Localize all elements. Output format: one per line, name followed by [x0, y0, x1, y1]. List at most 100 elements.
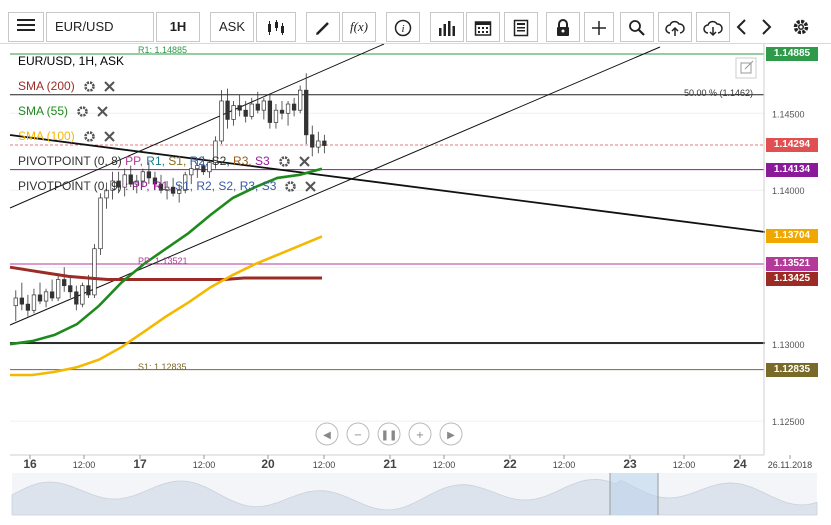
candle: [98, 193, 103, 255]
scroll-right-icon[interactable]: ▶: [439, 422, 463, 446]
info-button[interactable]: i: [386, 12, 420, 42]
x-tick-label: 17: [133, 457, 147, 471]
x-tick-label: 12:00: [73, 460, 96, 470]
indicator-label: SMA (100): [18, 129, 75, 143]
candle: [310, 125, 315, 157]
legend-sma-55[interactable]: SMA (55): [18, 99, 108, 121]
pivot-component-label: PP,: [121, 154, 143, 168]
svg-text:i: i: [401, 23, 404, 35]
pivot-component-label: R2,: [192, 179, 215, 193]
candle: [177, 184, 182, 203]
candle: [201, 156, 206, 175]
candle: [304, 73, 309, 145]
calendar-button[interactable]: [466, 12, 500, 42]
chart-type-button[interactable]: [256, 12, 296, 42]
price-label: 1.12835: [766, 362, 818, 377]
gear-icon[interactable]: [284, 174, 297, 196]
lock-button[interactable]: [546, 12, 580, 42]
pp-label: PP: 1.13521: [138, 256, 188, 266]
close-icon[interactable]: [103, 124, 115, 146]
x-tick-label: 16: [23, 457, 37, 471]
pivot-component-label: S1,: [164, 154, 187, 168]
zoom-button[interactable]: [620, 12, 654, 42]
gear-icon[interactable]: [76, 99, 89, 121]
function-button[interactable]: f(x): [342, 12, 376, 42]
reset-icon[interactable]: ❚❚: [377, 422, 401, 446]
x-tick-label: 26.11.2018: [768, 460, 812, 470]
candle: [25, 294, 31, 317]
candle: [122, 168, 127, 197]
pivot-component-label: S1,: [171, 179, 193, 193]
legend-sma-100[interactable]: SMA (100): [18, 124, 115, 146]
candle: [183, 171, 188, 194]
gear-icon[interactable]: [83, 74, 96, 96]
indicator-label: SMA (200): [18, 79, 75, 93]
price-chart[interactable]: R1: 1.14885 50.00 % (1.1462) PP: 1.13521…: [0, 44, 831, 525]
sma-line: [9, 167, 323, 346]
download-button[interactable]: [696, 12, 730, 42]
indicator-label: PIVOTPOINT (0, 9): [18, 179, 122, 193]
legend-pivotpoint-0-8[interactable]: PIVOTPOINT (0, 8) PP, R1, S1, R2, S2, R3…: [18, 149, 310, 171]
x-tick-label: 12:00: [433, 460, 456, 470]
candle: [298, 85, 303, 114]
menu-icon: [17, 14, 35, 42]
candle: [237, 94, 242, 117]
navigator-overview[interactable]: [11, 473, 818, 516]
legend-sma-200[interactable]: SMA (200): [18, 74, 115, 96]
candles: [13, 73, 327, 322]
chart-toolbar: EUR/USD 1H ASK f(x) i: [0, 0, 831, 44]
candle: [243, 100, 248, 123]
close-icon[interactable]: [299, 149, 310, 171]
candle: [140, 168, 146, 188]
close-icon[interactable]: [97, 99, 108, 121]
candle: [92, 244, 97, 298]
candle: [219, 90, 224, 145]
x-tick-label: 22: [503, 457, 517, 471]
volume-button[interactable]: [430, 12, 464, 42]
chart-title: EUR/USD, 1H, ASK: [18, 54, 125, 68]
legend-pivotpoint-0-9[interactable]: PIVOTPOINT (0, 9) : PP, R1, S1, R2, S2, …: [18, 174, 317, 196]
price-label: 1.14885: [766, 47, 818, 61]
svg-text:◀: ◀: [323, 430, 331, 441]
symbol-selector[interactable]: EUR/USD: [46, 12, 154, 42]
candle: [267, 94, 273, 129]
crosshair-button[interactable]: [584, 12, 614, 42]
price-label: 1.13704: [766, 228, 818, 243]
menu-button[interactable]: [8, 12, 44, 42]
x-tick-label: 12:00: [553, 460, 576, 470]
close-icon[interactable]: [305, 174, 317, 196]
indicator-label: SMA (55): [18, 104, 69, 118]
scroll-left-icon[interactable]: ◀: [315, 422, 339, 446]
interval-selector[interactable]: 1H: [156, 12, 200, 42]
pivot-component-label: S2,: [208, 154, 230, 168]
zoom-in-icon[interactable]: +: [408, 422, 432, 446]
candle: [195, 159, 200, 178]
x-tick-label: 24: [733, 457, 747, 471]
gear-icon[interactable]: [278, 149, 291, 171]
price-side-selector[interactable]: ASK: [210, 12, 254, 42]
document-button[interactable]: [504, 12, 538, 42]
zoom-icon: [628, 19, 646, 36]
close-icon[interactable]: [103, 74, 115, 96]
level-lines: [10, 53, 764, 371]
pivot-component-label: S2,: [215, 179, 237, 193]
settings-button[interactable]: [788, 12, 814, 42]
calendar-icon: [474, 19, 492, 36]
candle: [31, 288, 37, 314]
draw-button[interactable]: [306, 12, 340, 42]
upload-button[interactable]: [658, 12, 692, 42]
pivot-component-label: R2,: [186, 154, 209, 168]
gear-icon[interactable]: [83, 124, 96, 146]
price-label: 1.13425: [766, 271, 818, 286]
pivot-component-label: S3: [251, 154, 270, 168]
pivot-component-label: R1,: [142, 154, 165, 168]
navigator-window[interactable]: [610, 473, 658, 515]
zoom-out-icon[interactable]: −: [346, 422, 370, 446]
candle: [207, 159, 212, 178]
candle: [110, 171, 115, 200]
popout-button[interactable]: [735, 57, 757, 79]
next-button[interactable]: [756, 12, 778, 42]
pivot-component-label: R3,: [236, 179, 259, 193]
candle: [43, 288, 49, 308]
previous-button[interactable]: [730, 12, 752, 42]
